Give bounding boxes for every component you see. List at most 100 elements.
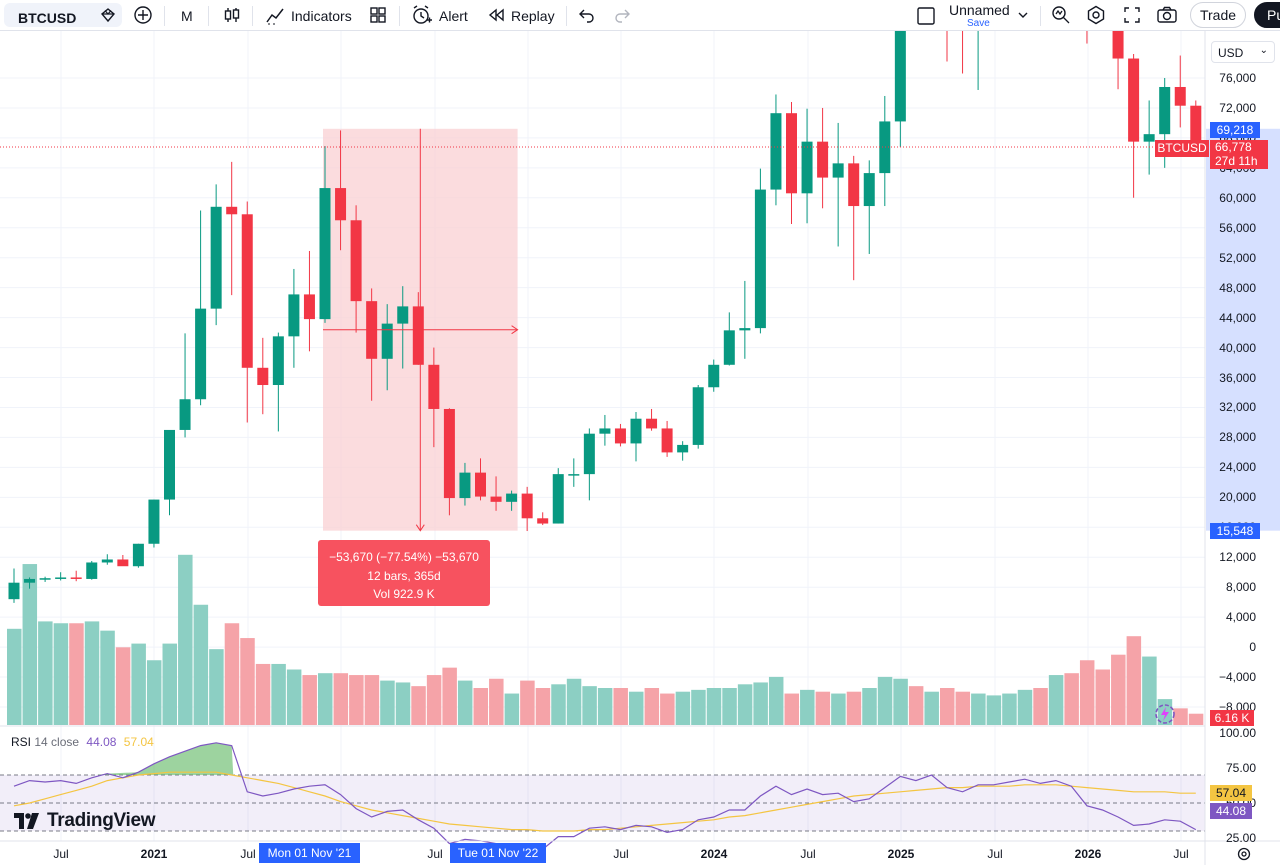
candle-body — [599, 428, 611, 434]
rsi-params: 14 close — [34, 735, 80, 749]
price-tick-label: 24,000 — [1219, 460, 1256, 475]
volume-bar — [489, 678, 504, 725]
diamond-icon[interactable] — [100, 7, 116, 23]
volume-bar — [535, 688, 551, 725]
fullscreen-icon[interactable] — [1123, 6, 1141, 24]
volume-bar — [846, 691, 862, 725]
volume-bar — [426, 675, 442, 725]
price-tick-label: 8,000 — [1225, 580, 1256, 595]
last-price-label: 66,778 27d 11h — [1210, 140, 1268, 169]
time-tick-label: Jul — [613, 847, 629, 861]
time-tick-label: Jul — [1173, 847, 1189, 861]
volume-bar — [1002, 693, 1017, 725]
candle-body — [894, 31, 906, 122]
candle-body — [350, 220, 362, 302]
redo-icon[interactable] — [613, 6, 631, 24]
candle-body — [692, 387, 704, 445]
candle-body — [241, 214, 253, 368]
volume-bar — [831, 693, 846, 725]
candle-body — [817, 141, 829, 178]
candles-icon[interactable] — [222, 5, 242, 25]
indicators-icon[interactable] — [265, 5, 287, 25]
camera-icon[interactable] — [1156, 5, 1178, 25]
arrow-head — [415, 524, 425, 532]
volume-bar — [971, 693, 986, 725]
volume-bar — [1188, 713, 1204, 725]
volume-bar — [100, 630, 115, 725]
volume-bar — [7, 628, 22, 725]
volume-bar — [131, 643, 146, 725]
alert-button[interactable]: Alert — [439, 7, 468, 24]
volume-bar — [1142, 656, 1157, 725]
symbol-search-box[interactable]: BTCUSD — [4, 3, 122, 27]
layout-name[interactable]: Unnamed — [949, 1, 1010, 18]
volume-bar — [753, 682, 768, 725]
volume-bar — [800, 689, 815, 725]
volume-bar — [644, 688, 660, 725]
trade-button[interactable]: Trade — [1190, 2, 1246, 28]
symbol-name[interactable]: BTCUSD — [18, 10, 77, 26]
volume-bar — [84, 621, 100, 725]
currency-label[interactable]: USD — [1218, 46, 1244, 60]
candle-body — [537, 518, 549, 524]
volume-bar — [178, 554, 193, 725]
candle-body — [490, 496, 502, 502]
interval-button[interactable]: M — [181, 7, 193, 24]
save-link[interactable]: Save — [967, 18, 990, 29]
volume-bar — [706, 688, 722, 725]
layout-square-icon[interactable] — [916, 6, 936, 26]
volume-bar — [115, 647, 131, 725]
volume-bar — [22, 564, 38, 725]
volume-bar — [271, 663, 286, 725]
volume-bar — [442, 667, 457, 725]
rsi-tick-label: 100.00 — [1219, 726, 1256, 740]
alarm-clock-icon[interactable] — [411, 4, 433, 26]
axis-settings-icon[interactable] — [1236, 846, 1252, 862]
volume-bar — [986, 695, 1002, 725]
candle-body — [583, 433, 595, 475]
range-high-label: 69,218 — [1210, 122, 1260, 138]
chart-canvas[interactable] — [0, 31, 1280, 865]
candle-body — [661, 428, 673, 453]
add-symbol-icon[interactable] — [133, 5, 153, 25]
volume-bar — [364, 675, 380, 725]
indicators-button[interactable]: Indicators — [291, 7, 352, 24]
quick-search-icon[interactable] — [1051, 5, 1071, 25]
undo-icon[interactable] — [578, 6, 596, 24]
time-tick-label: 2024 — [700, 847, 728, 861]
price-tick-label: 12,000 — [1219, 550, 1256, 565]
candle-body — [148, 499, 160, 544]
measure-bars: 12 bars, 365d — [367, 568, 441, 583]
lightning-icon[interactable] — [1152, 702, 1178, 726]
volume-bar — [69, 623, 84, 725]
rsi-legend[interactable]: RSI 14 close 44.08 57.04 — [11, 735, 154, 749]
tradingview-logo[interactable]: TradingView — [14, 810, 156, 832]
publish-button[interactable]: Pu — [1254, 2, 1280, 28]
templates-icon[interactable] — [369, 6, 387, 24]
range-low-label: 15,548 — [1210, 523, 1260, 539]
volume-bar — [1095, 669, 1110, 725]
volume-bar — [411, 686, 426, 725]
candle-body — [506, 493, 518, 502]
candle-body — [723, 330, 735, 365]
replay-button[interactable]: Replay — [511, 7, 555, 24]
candle-body — [86, 562, 98, 579]
rewind-icon[interactable] — [488, 7, 506, 23]
price-tick-label: −4,000 — [1218, 670, 1256, 685]
time-tick-label: 2021 — [140, 847, 168, 861]
currency-select[interactable]: USD ⌄ — [1211, 41, 1275, 63]
settings-icon[interactable] — [1086, 5, 1106, 25]
candle-body — [879, 121, 891, 174]
chevron-down-icon[interactable] — [1017, 10, 1029, 20]
volume-bar — [737, 684, 753, 725]
candle-body — [1190, 105, 1202, 148]
candle-body — [101, 559, 113, 563]
candle-body — [630, 418, 642, 444]
price-tick-label: 20,000 — [1219, 490, 1256, 505]
bar-countdown: 27d 11h — [1215, 154, 1258, 168]
divider — [566, 6, 567, 26]
divider — [208, 6, 209, 26]
volume-bar — [1111, 654, 1126, 725]
candle-body — [443, 408, 455, 499]
measure-volume: Vol 922.9 K — [373, 587, 435, 601]
